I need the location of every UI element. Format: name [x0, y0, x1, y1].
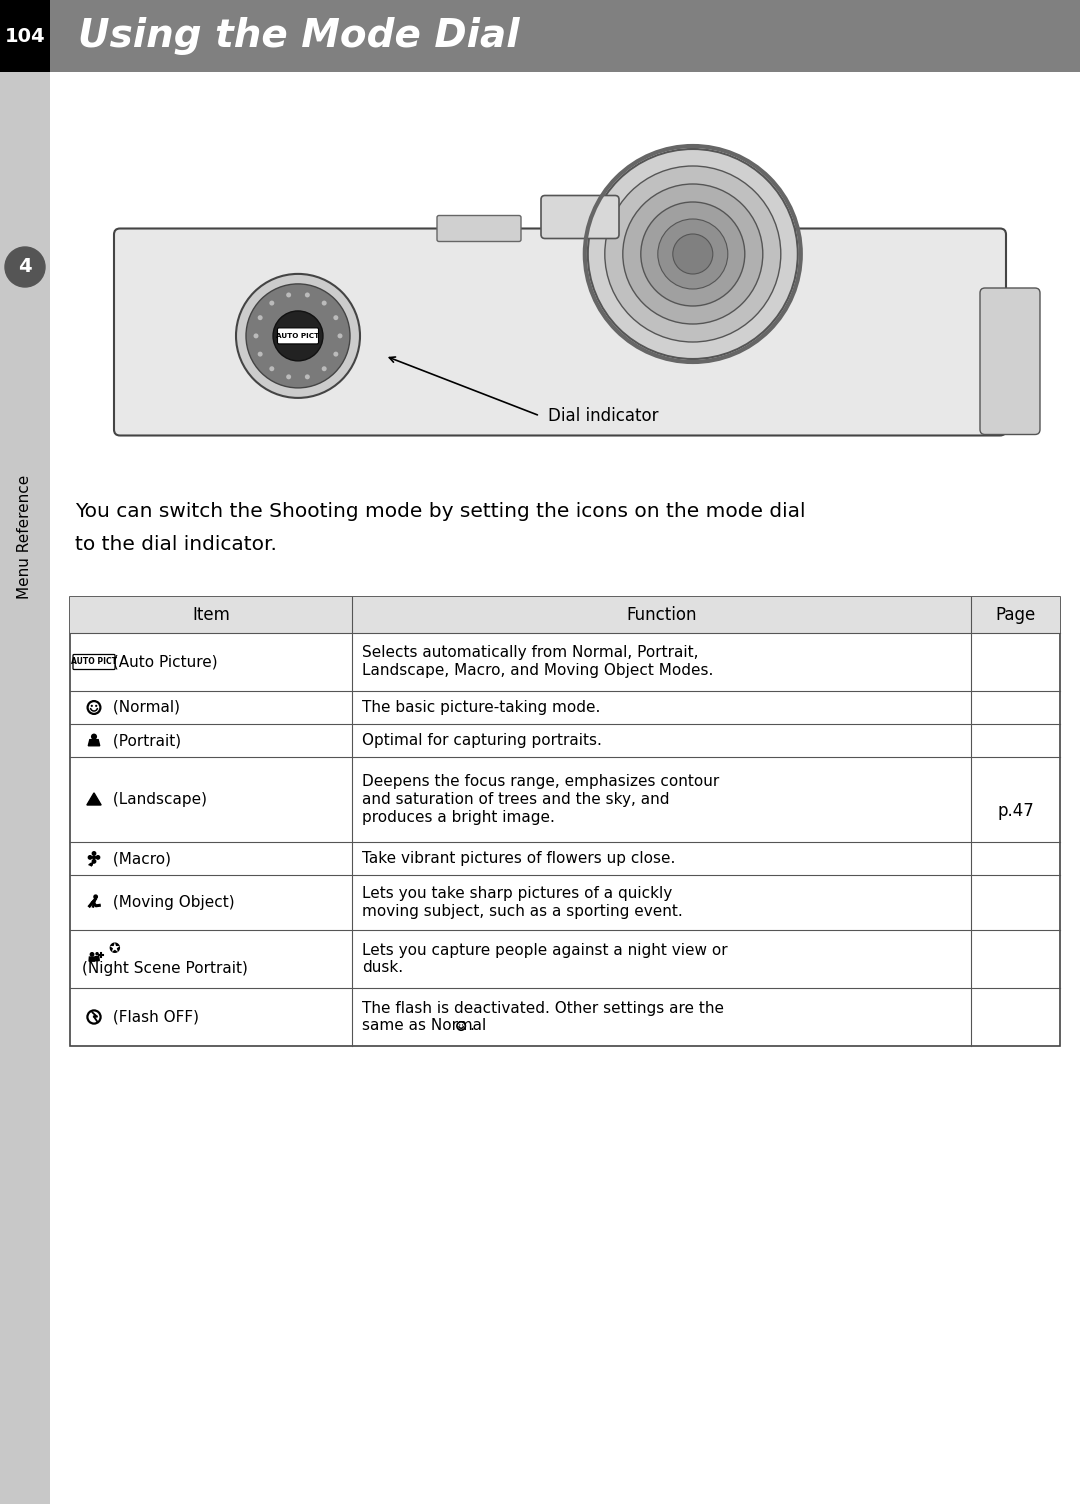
Text: p.47: p.47 — [997, 802, 1034, 820]
Circle shape — [87, 854, 93, 860]
Text: (Auto Picture): (Auto Picture) — [108, 654, 218, 669]
Polygon shape — [95, 957, 99, 961]
Circle shape — [658, 220, 728, 289]
Circle shape — [588, 149, 798, 359]
Text: (Landscape): (Landscape) — [108, 793, 207, 808]
Circle shape — [322, 367, 326, 371]
Polygon shape — [89, 863, 93, 865]
FancyBboxPatch shape — [437, 215, 521, 242]
Text: Landscape, Macro, and Moving Object Modes.: Landscape, Macro, and Moving Object Mode… — [362, 663, 714, 678]
Text: moving subject, such as a sporting event.: moving subject, such as a sporting event… — [362, 904, 683, 919]
Text: Deepens the focus range, emphasizes contour: Deepens the focus range, emphasizes cont… — [362, 775, 719, 790]
Text: (Moving Object): (Moving Object) — [108, 895, 234, 910]
Text: ✪: ✪ — [108, 942, 120, 957]
Circle shape — [605, 165, 781, 341]
Text: .: . — [469, 1018, 474, 1033]
Text: AUTO PICT: AUTO PICT — [276, 332, 320, 338]
Text: AUTO PICT: AUTO PICT — [71, 657, 117, 666]
Circle shape — [269, 301, 274, 305]
Text: You can switch the Shooting mode by setting the icons on the mode dial: You can switch the Shooting mode by sett… — [75, 502, 806, 520]
Polygon shape — [89, 957, 95, 961]
Circle shape — [305, 374, 310, 379]
Text: 104: 104 — [4, 27, 45, 45]
Circle shape — [258, 316, 262, 320]
Circle shape — [95, 854, 100, 860]
Circle shape — [286, 292, 292, 298]
Bar — [0, 0, 50, 72]
Text: (Macro): (Macro) — [108, 851, 171, 866]
Circle shape — [673, 235, 713, 274]
Text: same as Normal: same as Normal — [362, 1018, 491, 1033]
Circle shape — [254, 334, 258, 338]
Circle shape — [92, 851, 96, 856]
Circle shape — [95, 705, 97, 707]
Circle shape — [93, 895, 98, 899]
Circle shape — [89, 702, 99, 713]
Circle shape — [458, 1023, 464, 1029]
Bar — [0, 0, 50, 1504]
Circle shape — [334, 352, 338, 356]
Text: Lets you take sharp pictures of a quickly: Lets you take sharp pictures of a quickl… — [362, 886, 673, 901]
Text: produces a bright image.: produces a bright image. — [362, 811, 555, 826]
Text: The flash is deactivated. Other settings are the: The flash is deactivated. Other settings… — [362, 1000, 725, 1015]
FancyBboxPatch shape — [114, 229, 1005, 436]
Bar — [70, 597, 1059, 633]
Text: to the dial indicator.: to the dial indicator. — [75, 535, 276, 553]
Circle shape — [91, 705, 93, 707]
Text: The basic picture-taking mode.: The basic picture-taking mode. — [362, 699, 600, 714]
Circle shape — [322, 301, 326, 305]
Circle shape — [273, 311, 323, 361]
FancyBboxPatch shape — [541, 196, 619, 239]
Text: (Night Scene Portrait): (Night Scene Portrait) — [82, 961, 248, 976]
Text: Lets you capture people against a night view or: Lets you capture people against a night … — [362, 943, 728, 958]
Text: Item: Item — [192, 606, 230, 624]
Circle shape — [286, 374, 292, 379]
Text: Selects automatically from Normal, Portrait,: Selects automatically from Normal, Portr… — [362, 645, 699, 660]
Text: 4: 4 — [18, 257, 31, 277]
Text: (Normal): (Normal) — [108, 699, 180, 714]
FancyBboxPatch shape — [73, 654, 114, 669]
Circle shape — [337, 334, 342, 338]
Polygon shape — [86, 793, 102, 805]
Text: Function: Function — [626, 606, 697, 624]
Circle shape — [5, 247, 45, 287]
Circle shape — [92, 859, 96, 863]
Circle shape — [305, 292, 310, 298]
Circle shape — [87, 701, 100, 714]
Text: Optimal for capturing portraits.: Optimal for capturing portraits. — [362, 732, 602, 747]
Circle shape — [334, 316, 338, 320]
Circle shape — [246, 284, 350, 388]
Circle shape — [258, 352, 262, 356]
FancyBboxPatch shape — [980, 287, 1040, 435]
Text: (Flash OFF): (Flash OFF) — [108, 1009, 199, 1024]
Circle shape — [91, 734, 97, 740]
Circle shape — [457, 1021, 465, 1030]
Text: and saturation of trees and the sky, and: and saturation of trees and the sky, and — [362, 793, 670, 808]
Circle shape — [640, 202, 745, 305]
Text: Menu Reference: Menu Reference — [17, 475, 32, 599]
Text: Page: Page — [996, 606, 1036, 624]
Circle shape — [269, 367, 274, 371]
Text: Take vibrant pictures of flowers up close.: Take vibrant pictures of flowers up clos… — [362, 851, 675, 866]
Text: dusk.: dusk. — [362, 961, 403, 976]
FancyBboxPatch shape — [278, 328, 319, 344]
Text: (Portrait): (Portrait) — [108, 732, 181, 747]
Bar — [50, 0, 1080, 72]
Text: Using the Mode Dial: Using the Mode Dial — [78, 17, 519, 56]
Text: Dial indicator: Dial indicator — [548, 408, 659, 426]
Bar — [70, 597, 1059, 1045]
Circle shape — [95, 952, 99, 955]
Circle shape — [92, 856, 96, 860]
Circle shape — [237, 274, 360, 399]
Circle shape — [90, 952, 94, 957]
Polygon shape — [89, 740, 99, 746]
Circle shape — [623, 183, 762, 323]
